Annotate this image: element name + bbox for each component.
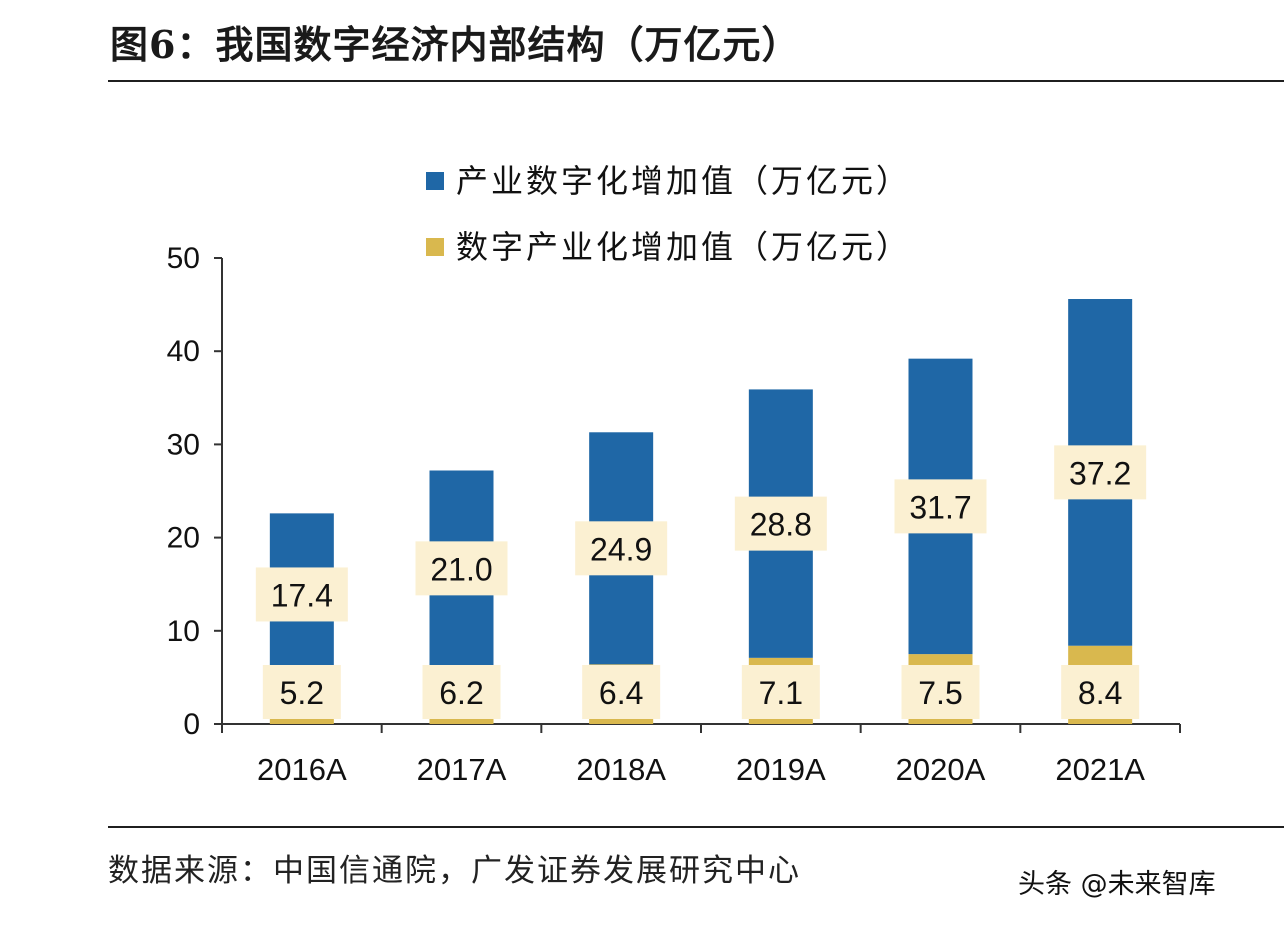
data-label-digital-industrialization: 5.2 (280, 675, 324, 711)
data-label-industrial-digitalization: 31.7 (909, 489, 971, 525)
page-title: 图6：我国数字经济内部结构（万亿元） (110, 22, 801, 67)
data-label-bg (1054, 445, 1147, 500)
data-label-industrial-digitalization: 17.4 (271, 577, 333, 613)
bottom-divider (108, 826, 1284, 828)
data-label-digital-industrialization: 6.4 (599, 675, 643, 711)
data-label-bg (415, 541, 508, 596)
x-tick-label: 2020A (896, 752, 986, 787)
data-label-industrial-digitalization: 28.8 (750, 507, 812, 543)
data-label-bg (901, 665, 980, 719)
data-label-bg (262, 665, 341, 719)
data-label-digital-industrialization: 8.4 (1078, 675, 1122, 711)
legend-swatch (426, 238, 444, 256)
x-tick-label: 2019A (736, 752, 826, 787)
stacked-bar-chart: 产业数字化增加值（万亿元） 数字产业化增加值（万亿元） 0 10 20 30 40 50 2… (167, 162, 1181, 787)
y-tick-label: 10 (167, 615, 200, 648)
y-tick-label: 50 (167, 242, 200, 275)
x-tick-label: 2021A (1055, 752, 1145, 787)
legend-label: 数字产业化增加值（万亿元） (456, 228, 911, 266)
y-tick-label: 0 (183, 708, 200, 741)
data-label-bg (255, 567, 348, 622)
data-label-bg (575, 521, 668, 576)
top-divider (108, 80, 1284, 82)
data-label-bg (894, 479, 987, 534)
source-note: 数据来源：中国信通院，广发证券发展研究中心 (108, 853, 801, 889)
legend-swatch (426, 172, 444, 190)
data-label-bg (1061, 665, 1140, 719)
y-tick-label: 40 (167, 335, 200, 368)
x-axis: 2016A 2017A 2018A 2019A 2020A 2021A (221, 723, 1181, 787)
data-label-digital-industrialization: 7.1 (759, 675, 803, 711)
x-tick-label: 2016A (257, 752, 347, 787)
data-label-bg (741, 665, 820, 719)
data-label-bg (734, 496, 827, 551)
y-tick-label: 30 (167, 428, 200, 461)
data-label-industrial-digitalization: 37.2 (1069, 455, 1131, 491)
data-label-industrial-digitalization: 24.9 (590, 531, 652, 567)
x-tick-label: 2018A (576, 752, 666, 787)
data-label-industrial-digitalization: 21.0 (430, 551, 492, 587)
bar-series (269, 299, 1133, 724)
x-tick-label: 2017A (417, 752, 507, 787)
data-label-digital-industrialization: 6.2 (439, 675, 483, 711)
data-label-digital-industrialization: 7.5 (918, 675, 962, 711)
data-label-bg (582, 665, 661, 719)
watermark: 头条 @未来智库 (1018, 869, 1216, 900)
chart-legend: 产业数字化增加值（万亿元） 数字产业化增加值（万亿元） (426, 162, 911, 266)
legend-label: 产业数字化增加值（万亿元） (456, 162, 911, 200)
data-label-bg (422, 665, 501, 719)
data-labels: 5.2 17.4 6.2 21.0 6.4 24.9 7.1 28.8 7.5 31.7 8.4 37… (255, 445, 1147, 719)
y-axis: 0 10 20 30 40 50 (167, 242, 223, 741)
y-tick-label: 20 (167, 522, 200, 555)
